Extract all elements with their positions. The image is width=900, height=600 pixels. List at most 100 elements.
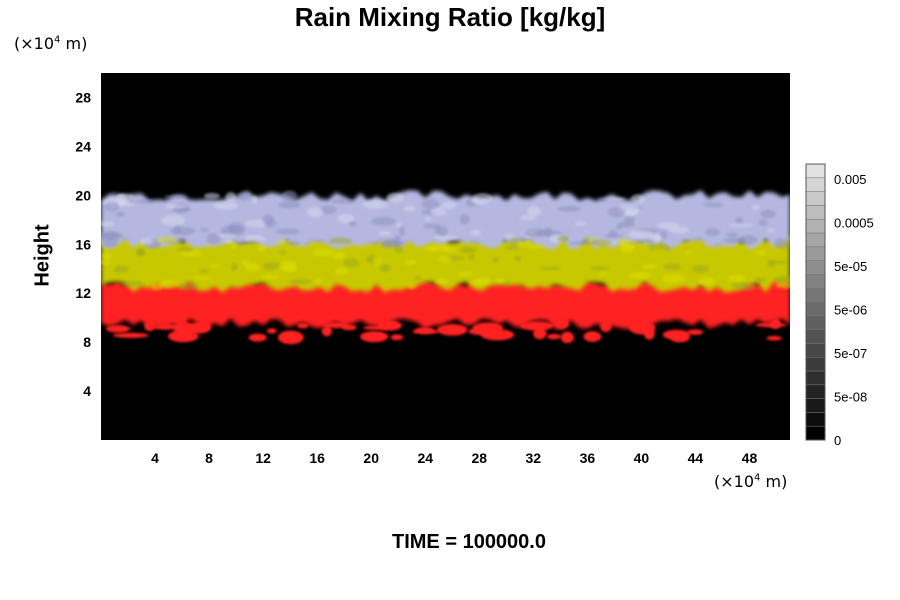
field-texture: [348, 221, 357, 227]
field-texture: [169, 226, 196, 236]
field-texture: [128, 199, 155, 204]
field-texture: [371, 216, 396, 226]
field-texture: [220, 225, 246, 236]
x-tick-label: 12: [255, 450, 271, 466]
field-texture: [630, 194, 645, 204]
field-texture: [307, 207, 324, 218]
field-texture: [510, 236, 519, 246]
y-tick-label: 24: [75, 138, 91, 154]
field-texture: [430, 244, 450, 251]
field-blob: [105, 325, 131, 333]
field-texture: [729, 223, 754, 227]
field-texture: [329, 237, 352, 245]
field-blob: [670, 333, 690, 343]
field-texture: [251, 195, 258, 204]
field-texture: [472, 193, 493, 204]
field-texture: [230, 263, 238, 271]
field-layer: [101, 190, 790, 345]
field-texture: [378, 230, 391, 236]
field-texture: [244, 219, 269, 228]
field-blob: [297, 322, 309, 329]
field-texture: [407, 283, 417, 290]
field-texture: [704, 228, 721, 237]
colorbar-segment: [805, 205, 826, 220]
field-texture: [649, 234, 663, 242]
field-blob: [560, 331, 574, 344]
field-blob: [437, 324, 468, 336]
colorbar-segment: [805, 315, 826, 330]
colorbar-label: 0.005: [834, 172, 867, 187]
field-texture: [627, 230, 654, 239]
field-blob: [390, 334, 404, 341]
colorbar-segment: [805, 218, 826, 234]
field-texture: [243, 236, 267, 242]
field-texture: [261, 274, 281, 280]
field-texture: [159, 279, 180, 289]
x-tick-label: 4: [151, 450, 159, 466]
field-texture: [286, 241, 300, 246]
field-texture: [314, 277, 322, 284]
field-texture: [568, 241, 593, 245]
field-texture: [120, 280, 145, 287]
field-texture: [215, 234, 237, 238]
field-blob: [277, 330, 304, 345]
field-texture: [331, 198, 353, 204]
field-texture: [210, 264, 221, 268]
field-texture: [101, 232, 119, 240]
field-texture: [769, 260, 790, 265]
field-texture: [225, 191, 237, 203]
x-tick-label: 28: [471, 450, 487, 466]
field-blob: [360, 331, 389, 343]
field-texture: [502, 280, 510, 285]
field-texture: [760, 209, 776, 219]
field-texture: [262, 262, 278, 271]
field-texture: [403, 205, 416, 212]
field-texture: [514, 255, 522, 262]
field-blob: [644, 328, 655, 340]
field-texture: [230, 243, 238, 249]
x-tick-label: 16: [309, 450, 325, 466]
time-label: TIME = 100000.0: [392, 531, 546, 553]
field-texture: [524, 244, 547, 249]
field-texture: [279, 260, 298, 270]
field-texture: [245, 235, 262, 239]
field-texture: [599, 271, 606, 276]
field-blob: [583, 331, 602, 342]
field-texture: [223, 239, 234, 244]
field-texture: [213, 201, 238, 210]
field-texture: [735, 217, 744, 224]
field-texture: [199, 228, 210, 232]
field-texture: [395, 222, 403, 228]
field-texture: [474, 277, 492, 285]
field-texture: [362, 199, 389, 209]
colorbar-segment: [805, 398, 826, 413]
field-texture: [151, 283, 163, 291]
field-blob: [248, 333, 267, 342]
field-texture: [101, 260, 111, 265]
field-texture: [156, 236, 178, 244]
field-texture: [199, 269, 210, 273]
field-blob: [547, 333, 562, 340]
field-texture: [104, 201, 120, 212]
field-texture: [441, 201, 457, 209]
x-tick-label: 8: [205, 450, 213, 466]
field-texture: [115, 211, 125, 217]
field-texture: [605, 197, 626, 202]
field-texture: [101, 221, 115, 227]
field-texture: [754, 277, 766, 283]
colorbar-segment: [805, 370, 826, 386]
field-texture: [557, 235, 570, 242]
field-texture: [642, 263, 657, 270]
colorbar: 0.005 0.0005 5e-05 5e-06 5e-07 5e-08 0: [805, 163, 874, 448]
x-tick-labels: 4 8 12 16 20 24 28 32 36 40 44 48: [151, 450, 757, 466]
field-texture: [738, 235, 758, 245]
field-texture: [459, 213, 470, 225]
field-texture: [758, 219, 768, 227]
colorbar-label: 5e-05: [834, 259, 867, 274]
field-texture: [437, 256, 453, 263]
x-tick-label: 40: [634, 450, 650, 466]
field-texture: [398, 226, 406, 237]
field-texture: [590, 239, 613, 246]
field-texture: [519, 215, 536, 221]
field-texture: [684, 251, 693, 255]
